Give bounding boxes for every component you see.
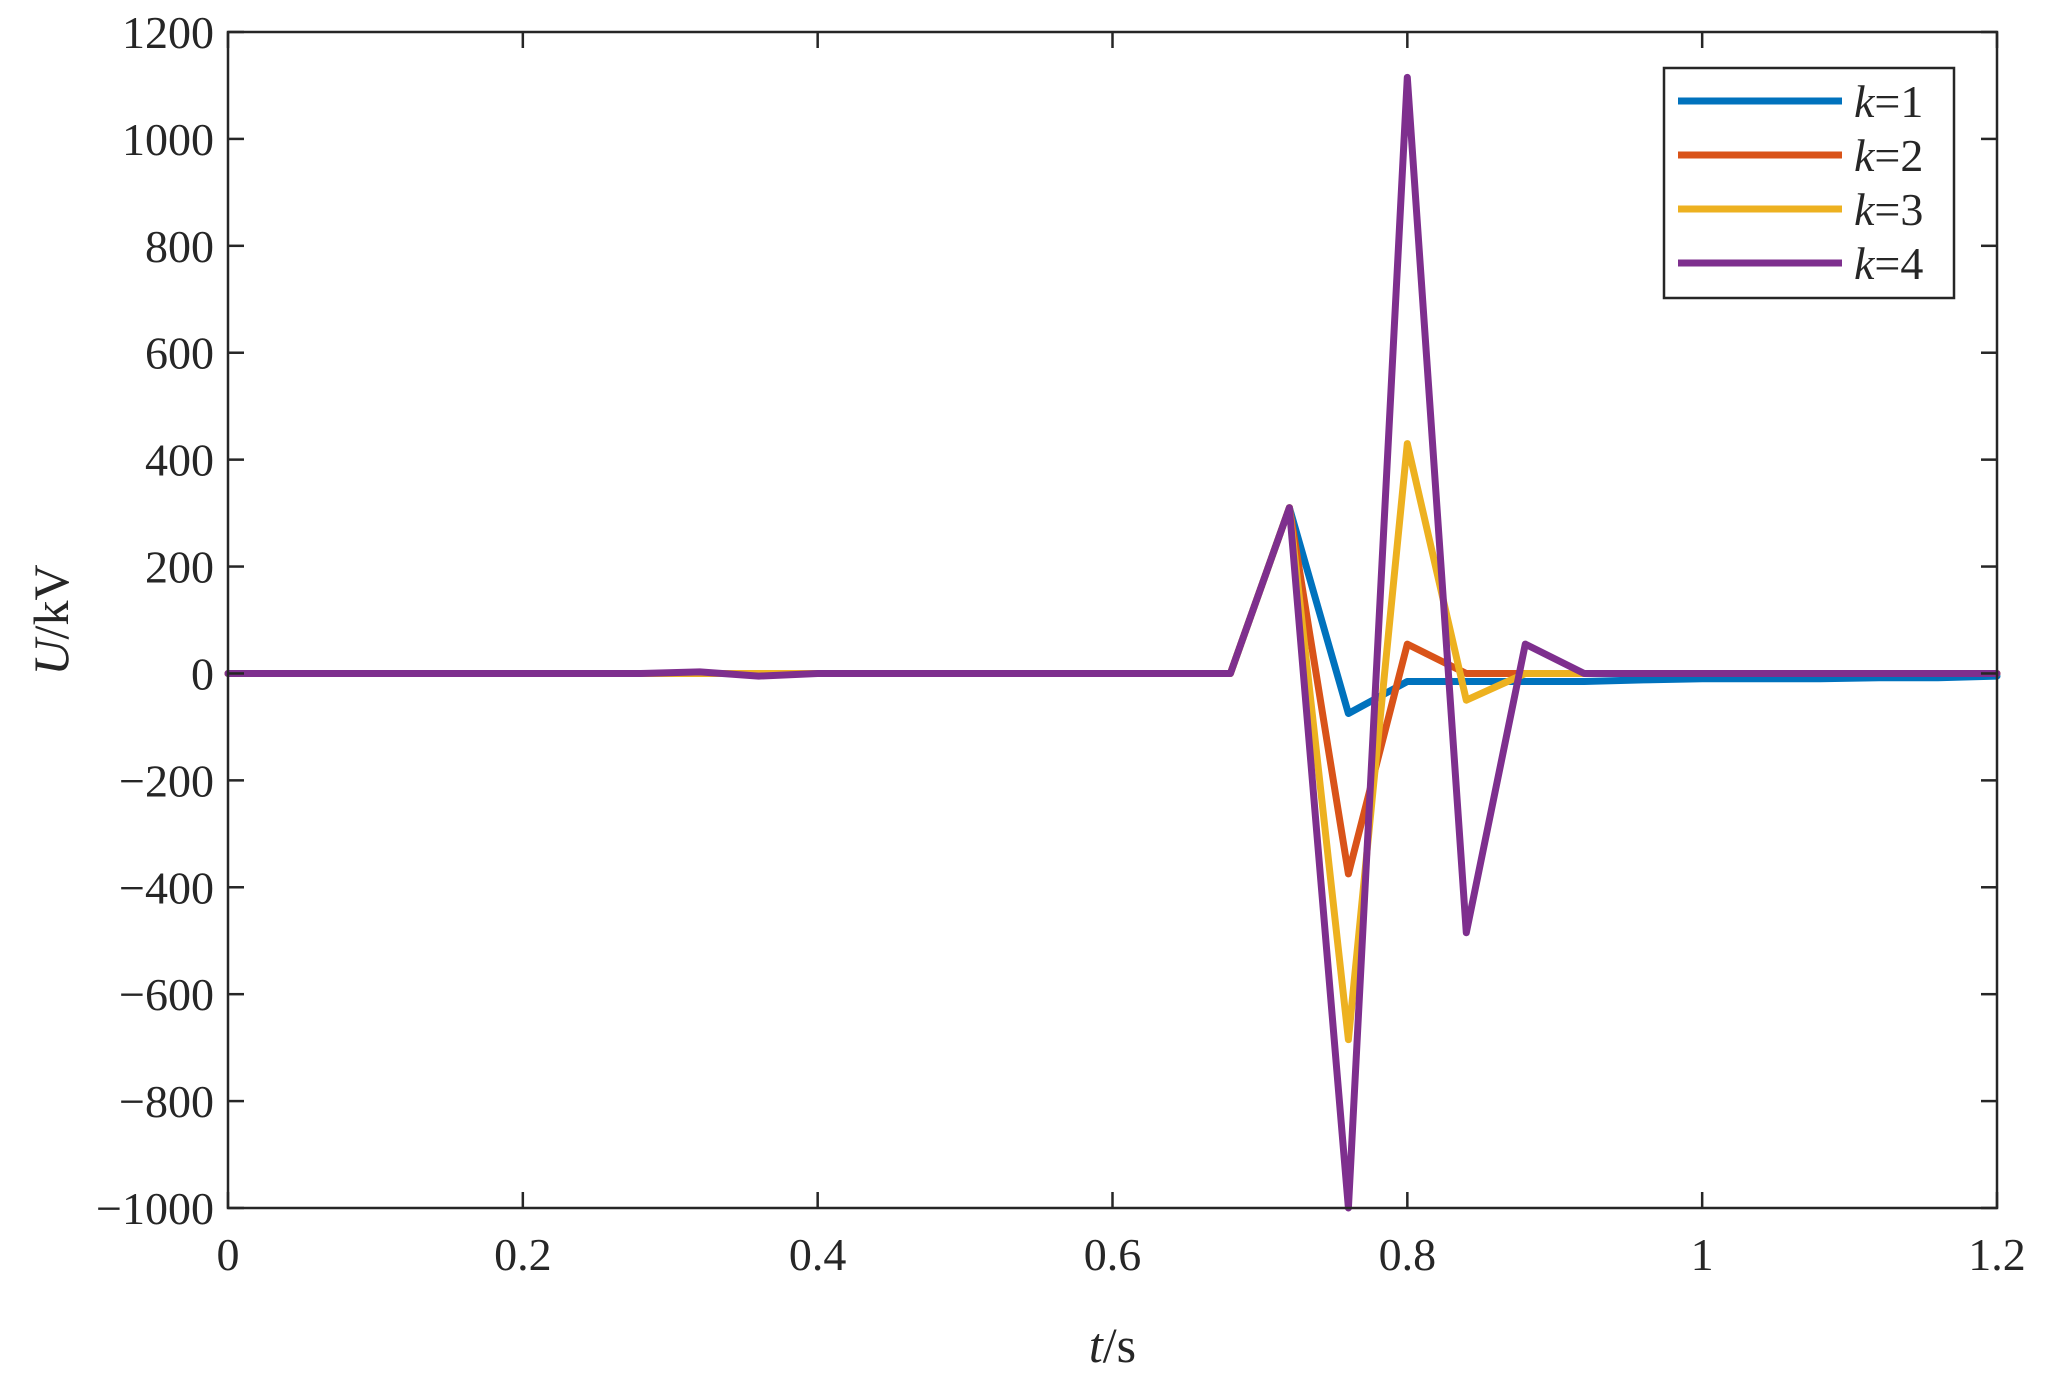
legend-label: k=3 [1854, 184, 1923, 235]
legend-label: k=4 [1854, 238, 1923, 289]
y-tick-label: 400 [145, 435, 214, 486]
x-axis-label: t/s [1089, 1317, 1136, 1373]
y-axis-label: U/kV [23, 564, 79, 675]
legend-label-rest: =4 [1874, 238, 1923, 289]
y-tick-label: −800 [119, 1076, 214, 1127]
legend-label-rest: =1 [1874, 76, 1923, 127]
y-tick-label: 200 [145, 542, 214, 593]
legend-label: k=2 [1854, 130, 1923, 181]
legend-label: k=1 [1854, 76, 1923, 127]
tick-labels-layer: 0 0.2 0.4 0.6 0.8 1 1.2 −1000 −800 −600 −400 −200 0 2… [96, 7, 2026, 1280]
y-tick-label: 0 [191, 648, 214, 699]
x-axis-label-italic: t [1089, 1317, 1104, 1373]
legend-label-italic: k [1854, 130, 1876, 181]
legend-label-italic: k [1854, 238, 1876, 289]
series-layer [224, 73, 2001, 1212]
x-tick-label: 0.8 [1379, 1229, 1437, 1280]
legend-item-k2: k=2 [1678, 130, 1923, 181]
y-axis-label-rest: /kV [23, 564, 79, 639]
y-tick-label: −200 [119, 755, 214, 806]
x-tick-label: 1 [1691, 1229, 1714, 1280]
ticks-layer [226, 30, 1999, 1210]
legend-label-rest: =3 [1874, 184, 1923, 235]
legend-item-k3: k=3 [1678, 184, 1923, 235]
legend-label-italic: k [1854, 184, 1876, 235]
legend-label-rest: =2 [1874, 130, 1923, 181]
y-axis-label-italic: U [23, 637, 79, 676]
y-tick-label: 600 [145, 328, 214, 379]
x-tick-label: 0.2 [494, 1229, 552, 1280]
x-tick-label: 0.4 [789, 1229, 847, 1280]
y-tick-label: −1000 [96, 1183, 214, 1234]
y-tick-label: −400 [119, 862, 214, 913]
y-tick-label: 1200 [122, 7, 214, 58]
y-tick-label: 1000 [122, 114, 214, 165]
series-line-k4 [224, 73, 2001, 1212]
x-axis-label-rest: /s [1103, 1317, 1136, 1373]
x-tick-label: 1.2 [1968, 1229, 2026, 1280]
x-tick-label: 0 [217, 1229, 240, 1280]
legend: k=1k=2k=3k=4 [1662, 66, 1956, 300]
x-tick-label: 0.6 [1084, 1229, 1142, 1280]
legend-items: k=1k=2k=3k=4 [1678, 76, 1923, 289]
legend-item-k4: k=4 [1678, 238, 1923, 289]
legend-label-italic: k [1854, 76, 1876, 127]
y-tick-label: −600 [119, 969, 214, 1020]
legend-item-k1: k=1 [1678, 76, 1923, 127]
y-tick-label: 800 [145, 221, 214, 272]
